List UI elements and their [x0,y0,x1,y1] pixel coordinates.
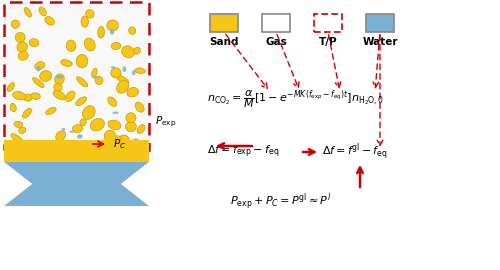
Ellipse shape [127,87,138,97]
Text: T/P: T/P [318,37,338,47]
Ellipse shape [84,38,96,51]
Ellipse shape [62,128,66,131]
Bar [4,184,149,206]
Ellipse shape [112,112,118,114]
Ellipse shape [32,77,44,88]
Ellipse shape [77,134,82,139]
Ellipse shape [111,42,121,50]
Ellipse shape [8,83,14,92]
Ellipse shape [46,107,56,115]
Ellipse shape [116,80,128,93]
Text: Sand: Sand [209,37,239,47]
Text: Water: Water [362,37,398,47]
Ellipse shape [114,136,121,142]
Ellipse shape [24,8,32,17]
Ellipse shape [56,131,66,141]
Polygon shape [4,162,149,206]
Ellipse shape [19,127,26,134]
Ellipse shape [76,97,86,106]
Bar [262,14,290,32]
Ellipse shape [12,92,26,100]
Ellipse shape [108,97,116,106]
Polygon shape [4,162,32,206]
Ellipse shape [18,51,28,60]
Ellipse shape [137,124,145,134]
Ellipse shape [54,74,64,85]
Ellipse shape [24,94,32,101]
Ellipse shape [92,68,97,77]
Ellipse shape [82,106,95,119]
Ellipse shape [118,135,130,146]
Ellipse shape [14,121,23,127]
Bar [4,2,149,150]
Text: $n_{\mathrm{CO_2}} = \dfrac{\alpha}{M}\left[1 - e^{-MK(f_{\mathrm{exp}}-f_{\math: $n_{\mathrm{CO_2}} = \dfrac{\alpha}{M}\l… [207,89,384,111]
Ellipse shape [29,39,39,47]
Bar [210,14,238,32]
Ellipse shape [111,66,116,68]
Ellipse shape [86,10,94,18]
Ellipse shape [76,77,88,87]
Ellipse shape [92,76,100,79]
Text: $\Delta f = f^{\mathrm{gl}} - f_{\mathrm{eq}}$: $\Delta f = f^{\mathrm{gl}} - f_{\mathrm… [322,141,388,163]
Text: $P_{\mathrm{exp}} + P_C = P^{\mathrm{gl}} \approx P^l$: $P_{\mathrm{exp}} + P_C = P^{\mathrm{gl}… [230,191,331,212]
Ellipse shape [81,16,88,27]
Ellipse shape [70,131,73,133]
Ellipse shape [134,47,140,54]
Ellipse shape [110,29,114,35]
Polygon shape [121,162,149,206]
Ellipse shape [126,122,136,132]
Ellipse shape [56,75,63,79]
Ellipse shape [66,91,75,102]
Ellipse shape [135,102,144,112]
Ellipse shape [39,7,46,16]
Ellipse shape [135,68,145,73]
Ellipse shape [34,62,45,70]
Bar [314,14,342,32]
Ellipse shape [54,83,62,91]
Ellipse shape [72,125,83,133]
Ellipse shape [132,70,136,75]
Ellipse shape [132,139,140,144]
Ellipse shape [117,75,129,84]
Ellipse shape [108,120,121,130]
Text: $P_C$: $P_C$ [113,137,126,151]
Ellipse shape [104,130,116,143]
Ellipse shape [40,71,52,81]
Ellipse shape [17,42,28,52]
Ellipse shape [11,134,23,143]
Ellipse shape [122,66,126,72]
Ellipse shape [66,40,76,51]
Ellipse shape [90,119,104,131]
Ellipse shape [45,16,54,25]
Ellipse shape [95,76,103,85]
Ellipse shape [98,26,104,38]
Bar [4,2,149,150]
Ellipse shape [15,32,25,42]
Text: $\Delta f = f_{\mathrm{exp}} - f_{\mathrm{eq}}$: $\Delta f = f_{\mathrm{exp}} - f_{\mathr… [207,144,280,160]
Ellipse shape [122,46,134,58]
Bar [366,14,394,32]
Bar [4,140,149,162]
Text: $P_{\mathrm{exp}}$: $P_{\mathrm{exp}}$ [155,115,176,129]
Ellipse shape [76,54,88,68]
Ellipse shape [53,90,66,100]
Ellipse shape [60,60,72,66]
Ellipse shape [110,68,121,78]
Ellipse shape [31,93,40,99]
Ellipse shape [80,119,86,126]
Ellipse shape [107,20,118,31]
Text: Gas: Gas [265,37,287,47]
Ellipse shape [10,103,16,112]
Ellipse shape [11,20,20,28]
Ellipse shape [128,27,136,35]
Ellipse shape [36,66,40,72]
Ellipse shape [126,113,136,123]
Ellipse shape [22,108,32,118]
